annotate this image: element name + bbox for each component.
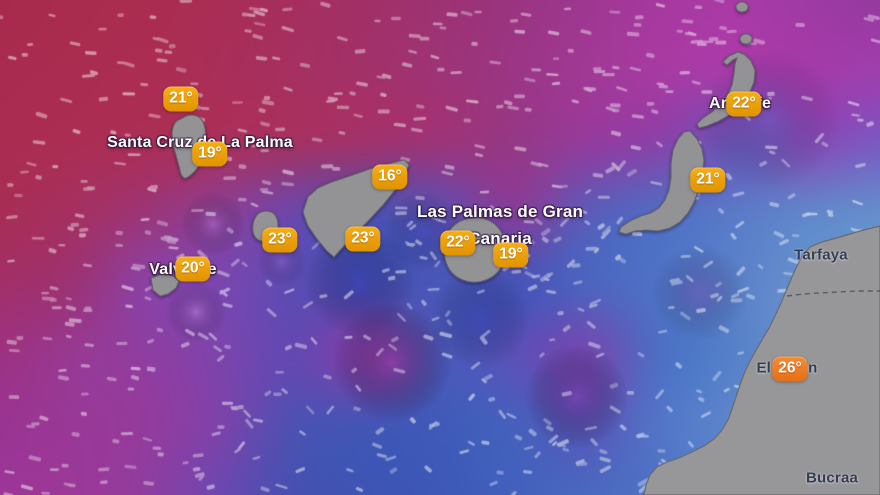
temperature-badge-la-palma-north[interactable]: 21° (163, 86, 199, 112)
temperature-badge-arrecife[interactable]: 22° (726, 91, 762, 117)
mainland-africa (643, 225, 880, 495)
temperature-badge-la-gomera[interactable]: 23° (262, 227, 298, 253)
temperature-badge-tenerife-south[interactable]: 23° (345, 226, 381, 252)
island-alegranza (735, 1, 749, 13)
temperature-badge-el-aaiun[interactable]: 26° (772, 356, 808, 382)
island-lanzarote (696, 51, 756, 129)
temperature-badge-gran-canaria-east[interactable]: 19° (493, 242, 529, 268)
island-la-graciosa (739, 33, 753, 45)
temperature-badge-fuerteventura[interactable]: 21° (690, 167, 726, 193)
country-border-dashed (786, 290, 880, 297)
temperature-badge-valverde[interactable]: 20° (175, 256, 211, 282)
temperature-badge-las-palmas[interactable]: 22° (440, 230, 476, 256)
temperature-badge-santa-cruz-la-palma[interactable]: 19° (192, 141, 228, 167)
island-el-hierro (150, 273, 180, 297)
temperature-badge-tenerife-north[interactable]: 16° (372, 164, 408, 190)
